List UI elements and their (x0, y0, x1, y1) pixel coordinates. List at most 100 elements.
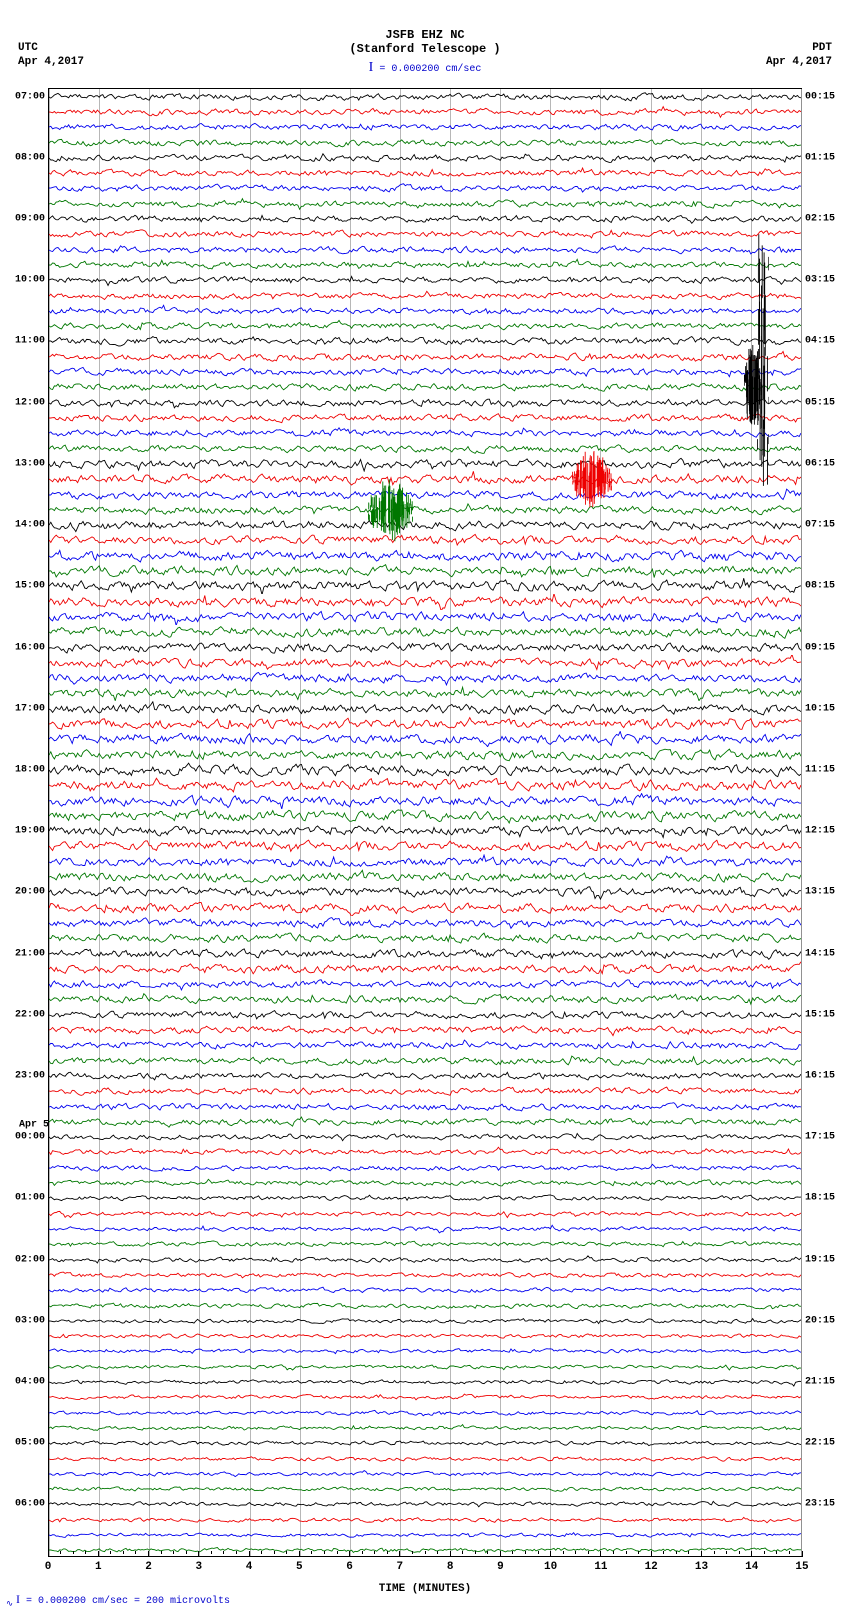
seismic-event (744, 334, 762, 441)
trace-row (49, 135, 801, 151)
trace-row (49, 1405, 801, 1421)
trace-row (49, 609, 801, 625)
x-tick-label: 15 (795, 1561, 808, 1573)
trace-row (49, 1435, 801, 1451)
trace-row (49, 1221, 801, 1237)
x-tick-label: 5 (296, 1561, 303, 1573)
utc-tick: 12:00 (7, 397, 45, 408)
trace-row (49, 731, 801, 747)
trace-row (49, 196, 801, 212)
utc-tick: 23:00 (7, 1070, 45, 1081)
trace-row (49, 1144, 801, 1160)
trace-row (49, 502, 801, 518)
trace-row (49, 303, 801, 319)
trace-row (49, 1328, 801, 1344)
trace-row (49, 1359, 801, 1375)
pdt-tick: 09:15 (805, 642, 843, 653)
utc-tick: 11:00 (7, 336, 45, 347)
scale-text: = 0.000200 cm/sec (373, 64, 481, 75)
date-separator: Apr 5 (7, 1120, 49, 1131)
pdt-tick: 05:15 (805, 397, 843, 408)
pdt-tick: 20:15 (805, 1315, 843, 1326)
trace-row (49, 1451, 801, 1467)
trace-row (49, 1114, 801, 1130)
pdt-tick: 13:15 (805, 887, 843, 898)
utc-tick: 04:00 (7, 1377, 45, 1388)
trace-row (49, 1313, 801, 1329)
trace-row (49, 272, 801, 288)
trace-row (49, 1389, 801, 1405)
trace-row (49, 655, 801, 671)
trace-row (49, 487, 801, 503)
trace-row (49, 1053, 801, 1069)
utc-tick: 06:00 (7, 1499, 45, 1510)
trace-row (49, 1496, 801, 1512)
x-tick-label: 11 (594, 1561, 607, 1573)
trace-row (49, 211, 801, 227)
seismic-event (572, 441, 612, 518)
trace-row (49, 1099, 801, 1115)
trace-row (49, 410, 801, 426)
trace-row (49, 119, 801, 135)
x-tick-label: 8 (447, 1561, 454, 1573)
trace-row (49, 333, 801, 349)
scale-indicator-bottom: ∿ I = 0.000200 cm/sec = 200 microvolts (6, 1592, 230, 1609)
trace-row (49, 869, 801, 885)
trace-row (49, 900, 801, 916)
trace-row (49, 930, 801, 946)
utc-tick: 21:00 (7, 948, 45, 959)
trace-row (49, 1466, 801, 1482)
pdt-tick: 02:15 (805, 214, 843, 225)
trace-row (49, 257, 801, 273)
pdt-tick: 07:15 (805, 520, 843, 531)
trace-row (49, 165, 801, 181)
trace-row (49, 1007, 801, 1023)
trace-row (49, 349, 801, 365)
utc-tick: 03:00 (7, 1315, 45, 1326)
trace-row (49, 1236, 801, 1252)
trace-row (49, 150, 801, 166)
trace-row (49, 991, 801, 1007)
trace-row (49, 89, 801, 105)
utc-label: UTC (18, 42, 38, 54)
pdt-tick: 03:15 (805, 275, 843, 286)
utc-tick: 16:00 (7, 642, 45, 653)
utc-tick: 09:00 (7, 214, 45, 225)
station-title: JSFB EHZ NC (0, 28, 850, 42)
x-tick-label: 4 (246, 1561, 253, 1573)
trace-row (49, 456, 801, 472)
trace-row (49, 1298, 801, 1314)
footer-text: = 0.000200 cm/sec = 200 microvolts (20, 1596, 230, 1607)
x-axis: 0123456789101112131415 (48, 1557, 802, 1581)
trace-row (49, 701, 801, 717)
pdt-tick: 00:15 (805, 91, 843, 102)
trace-row (49, 777, 801, 793)
trace-row (49, 884, 801, 900)
utc-tick: 02:00 (7, 1254, 45, 1265)
trace-row (49, 1206, 801, 1222)
trace-row (49, 1420, 801, 1436)
trace-row (49, 226, 801, 242)
x-tick-label: 7 (397, 1561, 404, 1573)
trace-row (49, 915, 801, 931)
trace-row (49, 1267, 801, 1283)
pdt-tick: 12:15 (805, 826, 843, 837)
x-tick-label: 0 (45, 1561, 52, 1573)
trace-row (49, 1481, 801, 1497)
trace-row (49, 1190, 801, 1206)
utc-tick: 22:00 (7, 1009, 45, 1020)
trace-row (49, 395, 801, 411)
trace-row (49, 379, 801, 395)
trace-row (49, 1160, 801, 1176)
trace-row (49, 471, 801, 487)
trace-row (49, 685, 801, 701)
page: JSFB EHZ NC (Stanford Telescope ) UTC Ap… (0, 0, 850, 1613)
utc-tick: 15:00 (7, 581, 45, 592)
pdt-tick: 21:15 (805, 1377, 843, 1388)
trace-row (49, 1022, 801, 1038)
pdt-tick: 01:15 (805, 152, 843, 163)
trace-row (49, 288, 801, 304)
trace-row (49, 1252, 801, 1268)
trace-row (49, 1527, 801, 1543)
trace-row (49, 1282, 801, 1298)
